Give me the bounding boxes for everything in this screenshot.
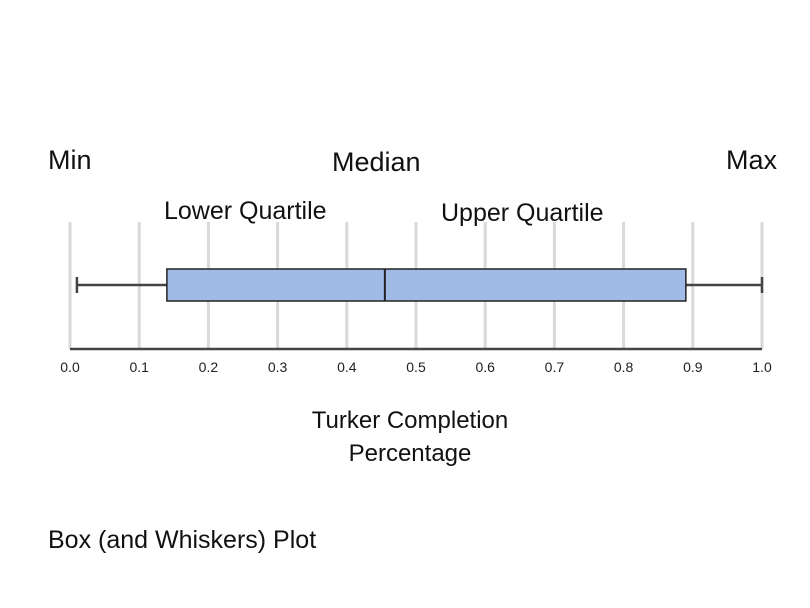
- x-tick-label: 0.4: [337, 359, 357, 375]
- lower-quartile-annotation: Lower Quartile: [164, 197, 327, 225]
- x-axis-ticks: 0.0 0.1 0.2 0.3 0.4 0.5 0.6 0.7 0.8 0.9 1.0: [60, 359, 772, 375]
- x-tick-label: 0.2: [199, 359, 219, 375]
- x-tick-label: 0.6: [475, 359, 495, 375]
- min-annotation: Min: [48, 145, 92, 175]
- x-tick-label: 1.0: [752, 359, 772, 375]
- x-axis-title-line-1: Turker Completion: [311, 407, 509, 434]
- chart-caption: Box (and Whiskers) Plot: [48, 526, 317, 554]
- interquartile-box: [166, 268, 687, 302]
- x-tick-label: 0.7: [545, 359, 565, 375]
- x-tick-label: 0.8: [614, 359, 634, 375]
- max-annotation: Max: [726, 145, 778, 175]
- x-axis-title: Turker Completion Percentage: [260, 404, 560, 470]
- x-axis-title-line-2: Percentage: [348, 440, 472, 467]
- x-tick-label: 0.1: [129, 359, 149, 375]
- x-tick-label: 0.3: [268, 359, 288, 375]
- x-tick-label: 0.5: [406, 359, 426, 375]
- upper-quartile-annotation: Upper Quartile: [441, 199, 604, 227]
- x-tick-label: 0.9: [683, 359, 703, 375]
- median-annotation: Median: [332, 147, 421, 177]
- x-tick-label: 0.0: [60, 359, 80, 375]
- box-plot: [75, 268, 764, 302]
